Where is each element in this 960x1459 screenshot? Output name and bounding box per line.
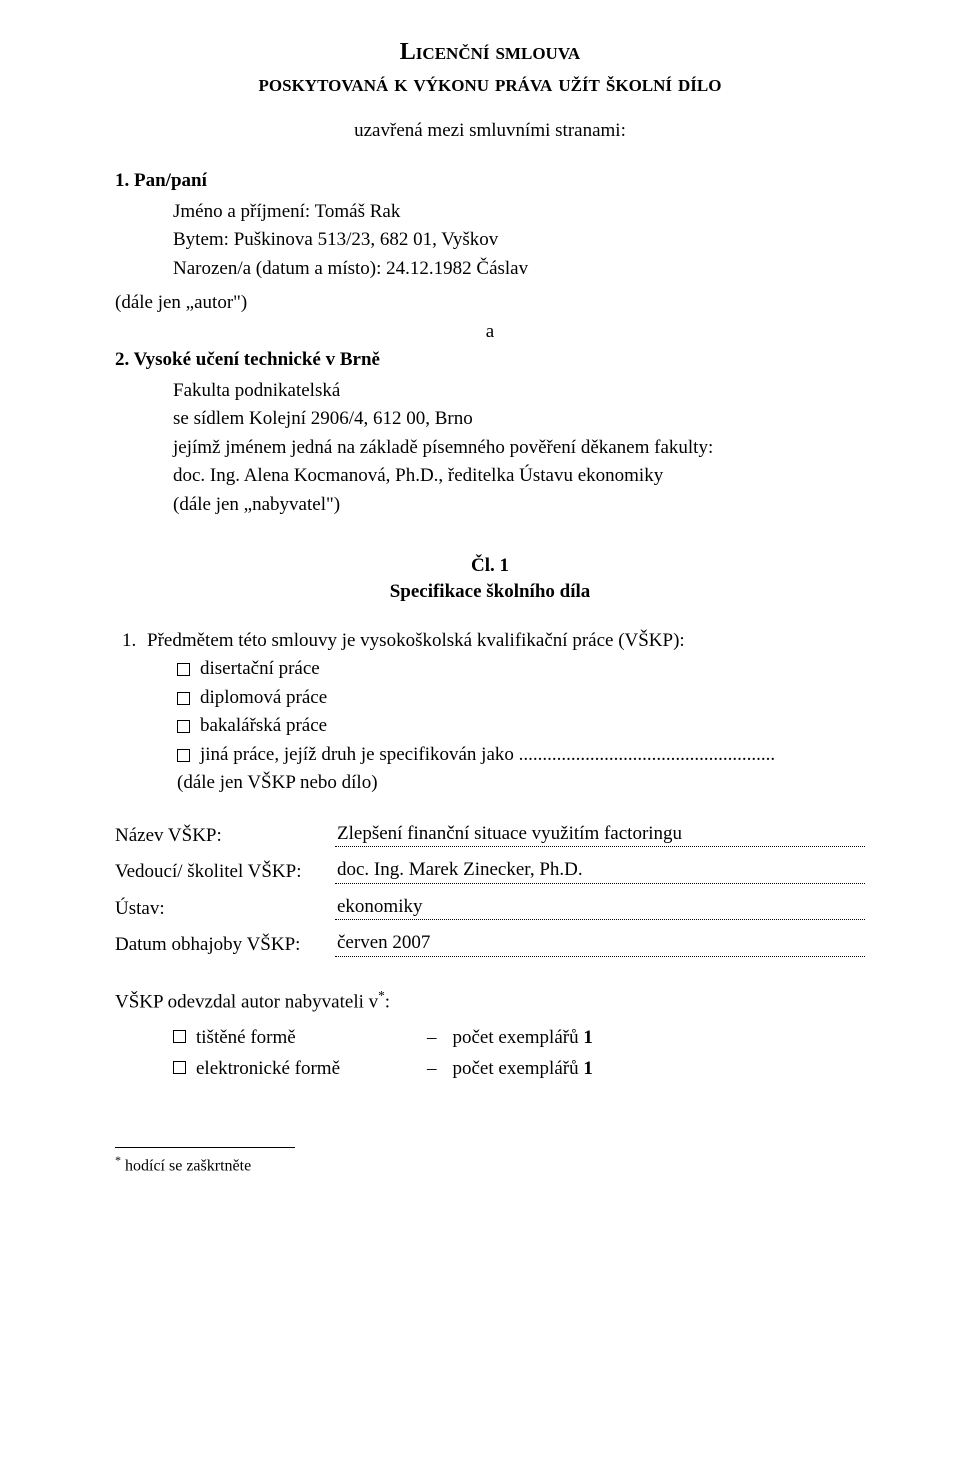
option-row: jiná práce, jejíž druh je specifikován j…	[177, 741, 865, 770]
meta-value: červen 2007	[335, 929, 432, 960]
option-row: bakalářská práce	[177, 712, 865, 741]
meta-value-cell: červen 2007	[335, 923, 865, 960]
option-row: diplomová práce	[177, 684, 865, 713]
party1-address: Bytem: Puškinova 513/23, 682 01, Vyškov	[173, 226, 865, 255]
party1-heading: 1. Pan/paní	[115, 167, 865, 196]
checkbox-icon[interactable]	[173, 1030, 186, 1043]
clause-1-lead: Předmětem této smlouvy je vysokoškolská …	[147, 630, 685, 651]
delivery-row: elektronické formě – počet exemplářů 1	[173, 1053, 865, 1084]
checkbox-icon[interactable]	[177, 749, 190, 762]
delivery-dash: –	[427, 1024, 437, 1053]
party2-details: Fakulta podnikatelská se sídlem Kolejní …	[173, 377, 865, 520]
title-line-2: poskytovaná k výkonu práva užít školní d…	[259, 71, 722, 97]
meta-value: Zlepšení finanční situace využitím facto…	[335, 820, 684, 851]
meta-value: ekonomiky	[335, 893, 425, 924]
party1-hereinafter: (dále jen „autor")	[115, 289, 865, 318]
meta-key: Vedoucí/ školitel VŠKP:	[115, 850, 335, 887]
option-other-text: jiná práce, jejíž druh je specifikován j…	[200, 744, 514, 765]
option-row: disertační práce	[177, 655, 865, 684]
delivery-dash: –	[427, 1055, 437, 1084]
checkbox-icon[interactable]	[177, 720, 190, 733]
party2-faculty: Fakulta podnikatelská	[173, 377, 865, 406]
party1-born: Narozen/a (datum a místo): 24.12.1982 Čá…	[173, 255, 865, 284]
delivery-form: elektronické formě	[196, 1055, 411, 1084]
table-row: Vedoucí/ školitel VŠKP: doc. Ing. Marek …	[115, 850, 865, 887]
clause-list: Předmětem této smlouvy je vysokoškolská …	[115, 627, 865, 798]
option-label: diplomová práce	[200, 684, 865, 713]
option-label: disertační práce	[200, 655, 865, 684]
party2-signer: doc. Ing. Alena Kocmanová, Ph.D., ředite…	[173, 462, 865, 491]
work-meta-table: Název VŠKP: Zlepšení finanční situace vy…	[115, 814, 865, 960]
party2-hereinafter: (dále jen „nabyvatel")	[173, 491, 865, 520]
delivery-lead: VŠKP odevzdal autor nabyvateli v*:	[115, 986, 865, 1017]
footnote-separator	[115, 1147, 295, 1148]
footnote-star-icon: *	[115, 1153, 121, 1167]
party2-seat: se sídlem Kolejní 2906/4, 612 00, Brno	[173, 405, 865, 434]
footnote-marker-icon: *	[378, 988, 385, 1003]
delivery-count: počet exemplářů 1	[453, 1024, 593, 1053]
meta-value-cell: Zlepšení finanční situace využitím facto…	[335, 814, 865, 851]
article-number: Čl. 1	[471, 555, 509, 576]
footnote: * hodící se zaškrtněte	[115, 1151, 865, 1178]
option-other-dots: ........................................…	[519, 744, 776, 765]
option-label: jiná práce, jejíž druh je specifikován j…	[200, 741, 865, 770]
delivery-lead-pre: VŠKP odevzdal autor nabyvateli v	[115, 991, 378, 1012]
clause-1-hereinafter: (dále jen VŠKP nebo dílo)	[177, 769, 865, 798]
table-row: Název VŠKP: Zlepšení finanční situace vy…	[115, 814, 865, 851]
document-subtitle: uzavřená mezi smluvními stranami:	[115, 117, 865, 146]
meta-value-cell: ekonomiky	[335, 887, 865, 924]
footnote-text: hodící se zaškrtněte	[125, 1158, 251, 1175]
clause-1-options: disertační práce diplomová práce bakalář…	[177, 655, 865, 769]
party1-name: Jméno a příjmení: Tomáš Rak	[173, 198, 865, 227]
meta-value-cell: doc. Ing. Marek Zinecker, Ph.D.	[335, 850, 865, 887]
checkbox-icon[interactable]	[177, 663, 190, 676]
parties-connector: a	[115, 318, 865, 347]
meta-key: Datum obhajoby VŠKP:	[115, 923, 335, 960]
delivery-row: tištěné formě – počet exemplářů 1	[173, 1022, 865, 1053]
meta-key: Název VŠKP:	[115, 814, 335, 851]
meta-key: Ústav:	[115, 887, 335, 924]
party2-acting: jejímž jménem jedná na základě písemného…	[173, 434, 865, 463]
checkbox-icon[interactable]	[177, 692, 190, 705]
meta-value: doc. Ing. Marek Zinecker, Ph.D.	[335, 856, 585, 887]
title-line-1: Licenční smlouva	[400, 39, 580, 65]
table-row: Datum obhajoby VŠKP: červen 2007	[115, 923, 865, 960]
table-row: Ústav: ekonomiky	[115, 887, 865, 924]
document-title: Licenční smlouva poskytovaná k výkonu pr…	[115, 36, 865, 101]
clause-1: Předmětem této smlouvy je vysokoškolská …	[141, 627, 865, 798]
delivery-list: tištěné formě – počet exemplářů 1 elektr…	[115, 1022, 865, 1083]
delivery-count: počet exemplářů 1	[453, 1055, 593, 1084]
option-label: bakalářská práce	[200, 712, 865, 741]
article-title: Specifikace školního díla	[390, 581, 591, 602]
checkbox-icon[interactable]	[173, 1061, 186, 1074]
party2-heading: 2. Vysoké učení technické v Brně	[115, 346, 865, 375]
delivery-lead-post: :	[385, 991, 390, 1012]
party1-details: Jméno a příjmení: Tomáš Rak Bytem: Puški…	[173, 198, 865, 284]
article-heading: Čl. 1 Specifikace školního díla	[115, 553, 865, 604]
delivery-form: tištěné formě	[196, 1024, 411, 1053]
